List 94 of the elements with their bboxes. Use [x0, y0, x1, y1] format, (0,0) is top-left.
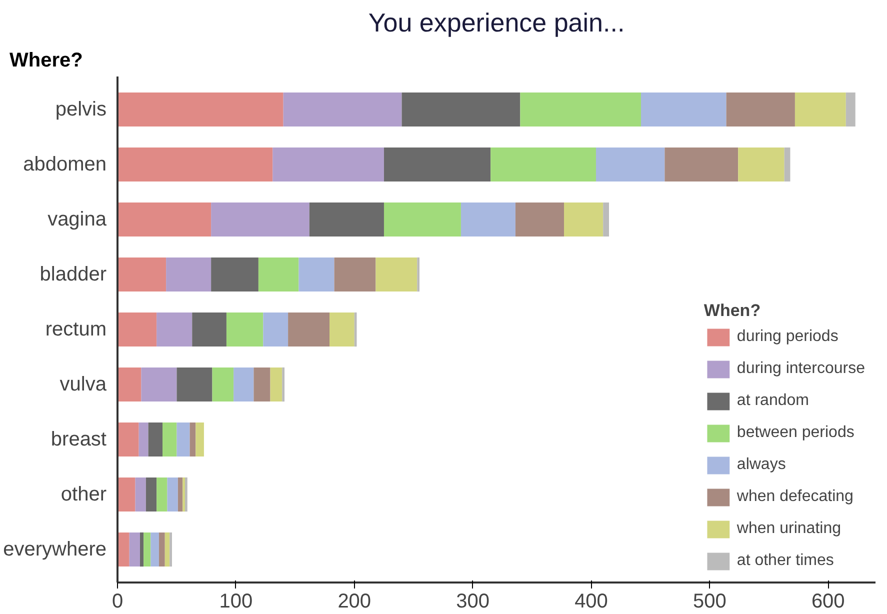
bar: [118, 422, 139, 457]
bar: [129, 532, 140, 567]
bar: [118, 257, 166, 292]
legend-label: at random: [736, 392, 809, 410]
bar: [192, 312, 226, 347]
bar: [384, 147, 491, 182]
bar: [118, 147, 273, 182]
bar: [603, 202, 610, 237]
bar: [596, 147, 665, 182]
bar: [144, 532, 151, 567]
legend-label: when defecating: [736, 488, 854, 506]
bar: [334, 257, 376, 292]
bar: [118, 477, 136, 512]
bar: [226, 312, 264, 347]
bar: [135, 477, 146, 512]
bar: [178, 477, 183, 512]
bar: [146, 477, 157, 512]
bar: [118, 312, 157, 347]
x-tick-label: 0: [112, 590, 124, 612]
bar: [738, 147, 784, 182]
bar: [402, 92, 520, 127]
y-tick-label: abdomen: [23, 154, 107, 176]
bar: [234, 367, 254, 402]
bar: [270, 367, 282, 402]
bar: [182, 477, 186, 512]
bar: [640, 92, 726, 127]
bar: [211, 257, 258, 292]
bar: [460, 202, 516, 237]
legend-label: during periods: [736, 328, 838, 346]
x-tick-label: 500: [693, 590, 726, 612]
y-tick-label: other: [60, 484, 107, 506]
bar: [211, 202, 310, 237]
bar: [138, 422, 148, 457]
bar: [846, 92, 856, 127]
bar: [167, 477, 178, 512]
bar: [490, 147, 596, 182]
x-tick-label: 200: [338, 590, 372, 612]
bar: [162, 422, 177, 457]
y-tick-label: vulva: [60, 374, 108, 396]
bar: [156, 312, 192, 347]
bar: [283, 92, 402, 127]
x-tick-label: 400: [574, 590, 608, 612]
legend-label: always: [736, 456, 786, 474]
y-tick-label: pelvis: [55, 98, 107, 120]
bar: [118, 202, 212, 237]
bar: [212, 367, 234, 402]
bar: [148, 422, 163, 457]
x-tick-label: 600: [811, 590, 845, 612]
y-tick-label: everywhere: [3, 538, 107, 560]
bar: [176, 422, 190, 457]
bar: [166, 257, 212, 292]
legend-label: during intercourse: [736, 360, 865, 378]
legend-label: at other times: [736, 552, 834, 570]
bar: [118, 92, 284, 127]
y-tick-label: rectum: [45, 318, 106, 340]
bar: [158, 532, 165, 567]
bar: [515, 202, 564, 237]
y-tick-label: bladder: [40, 264, 107, 286]
bar: [794, 92, 846, 127]
bar: [118, 532, 130, 567]
bar: [564, 202, 604, 237]
bar: [330, 312, 354, 347]
bar: [258, 257, 299, 292]
bar: [196, 422, 204, 457]
bar: [376, 257, 418, 292]
bar: [190, 422, 196, 457]
bar: [254, 367, 270, 402]
bar: [417, 257, 420, 292]
chart-title: You experience pain...: [368, 8, 625, 38]
bar: [298, 257, 334, 292]
y-axis-title: Where?: [10, 50, 83, 72]
bar: [288, 312, 330, 347]
bar: [156, 477, 168, 512]
legend-label: between periods: [736, 424, 854, 442]
legend-label: when urinating: [736, 520, 841, 538]
y-tick-label: vagina: [48, 208, 108, 230]
bar: [664, 147, 738, 182]
bar: [164, 532, 170, 567]
legend-title: When?: [704, 301, 762, 321]
x-tick-label: 100: [219, 590, 253, 612]
bar: [384, 202, 461, 237]
bar: [141, 367, 177, 402]
x-tick-label: 300: [456, 590, 490, 612]
bar: [309, 202, 384, 237]
bar: [726, 92, 795, 127]
y-tick-label: breast: [50, 428, 107, 450]
bar: [263, 312, 288, 347]
bar: [150, 532, 159, 567]
bar: [520, 92, 641, 127]
bar: [140, 532, 144, 567]
bar: [176, 367, 212, 402]
bar: [272, 147, 384, 182]
bar: [784, 147, 790, 182]
bar: [118, 367, 142, 402]
